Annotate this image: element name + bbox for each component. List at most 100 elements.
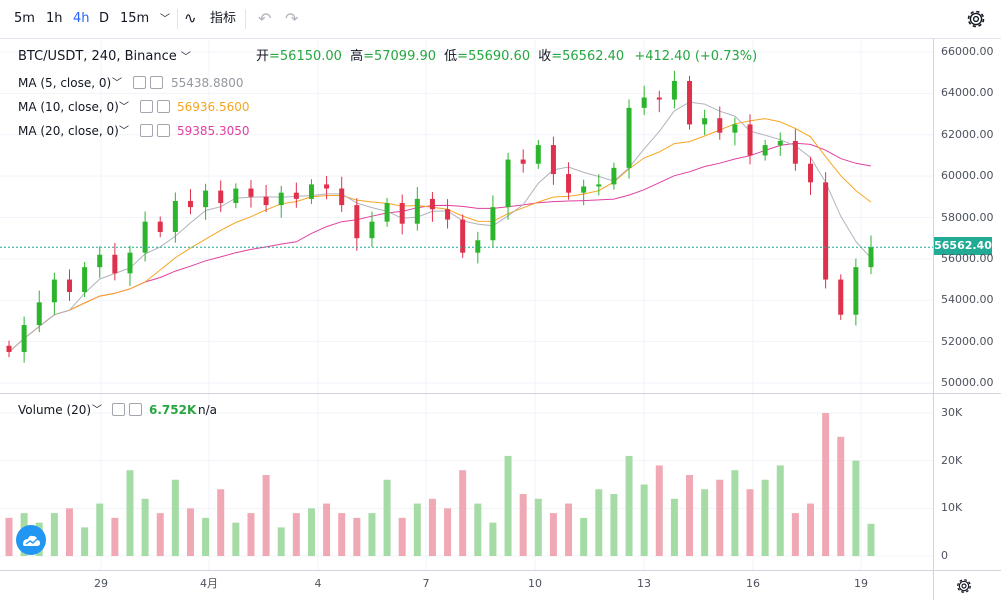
close-icon[interactable] [129, 403, 142, 416]
candle-body [732, 124, 738, 133]
close-icon[interactable] [157, 124, 170, 137]
volume-na: n/a [198, 403, 218, 417]
candle-body [172, 200, 178, 232]
volume-bar [413, 503, 421, 556]
chevron-down-icon[interactable]: ﹀ [119, 126, 129, 137]
volume-bar [686, 474, 694, 556]
volume-bar [398, 517, 406, 556]
volume-bar [444, 508, 452, 556]
time-tick-label: 16 [746, 577, 760, 590]
volume-bar [247, 513, 255, 556]
eye-icon[interactable] [140, 124, 153, 137]
candle-body [581, 186, 587, 193]
chevron-down-icon[interactable]: ﹀ [112, 78, 122, 89]
candle-body [429, 198, 435, 210]
volume-bar [852, 460, 860, 556]
undo-icon[interactable]: ↶ [258, 9, 272, 28]
price-tick-label: 50000.00 [941, 376, 994, 389]
candle-body [687, 80, 693, 125]
volume-bar [368, 513, 376, 556]
indicators-button[interactable]: 指标 [210, 11, 237, 26]
volume-bar [81, 527, 89, 556]
candle-body [868, 247, 874, 268]
volume-bar [791, 513, 799, 556]
top-toolbar: 5m 1h 4h D 15m ﹀ ∿ 指标 ↶ ↷ [0, 0, 1001, 38]
volume-bar [277, 527, 285, 556]
candle-body [82, 267, 88, 292]
indicators-icon[interactable]: ∿ [184, 9, 197, 27]
close-label: 收 [538, 49, 552, 64]
candle-body [520, 159, 526, 164]
volume-bar [867, 523, 875, 556]
interval-d[interactable]: D [99, 11, 110, 26]
volume-bar [701, 489, 709, 556]
volume-bar [111, 517, 119, 556]
candle-body [671, 80, 677, 100]
volume-bar [580, 517, 588, 556]
candle-body [354, 205, 360, 239]
chevron-down-icon[interactable]: ﹀ [180, 52, 191, 63]
symbol-legend[interactable]: BTC/USDT, 240, Binance ﹀ [18, 48, 191, 67]
candle-body [248, 188, 254, 197]
low-label: 低 [444, 49, 458, 64]
volume-bar [761, 479, 769, 556]
interval-1h[interactable]: 1h [46, 11, 63, 26]
candle-body [339, 188, 345, 206]
price-tick-label: 64000.00 [941, 86, 994, 100]
interval-5m[interactable]: 5m [14, 11, 35, 26]
volume-bar [156, 513, 164, 556]
volume-bar [837, 436, 845, 556]
settings-gear-icon[interactable] [954, 576, 974, 596]
open-value: =56150.00 [269, 49, 342, 64]
volume-tick-label: 0 [941, 549, 948, 562]
volume-value: 6.752K [149, 403, 197, 417]
eye-icon[interactable] [133, 76, 146, 89]
gear-icon[interactable] [964, 7, 988, 31]
volume-bar [202, 517, 210, 556]
eye-icon[interactable] [140, 100, 153, 113]
volume-bar [232, 522, 240, 556]
volume-bar [731, 470, 739, 556]
volume-bar [534, 498, 542, 556]
close-icon[interactable] [150, 76, 163, 89]
candle-body [414, 198, 420, 224]
candle-body [263, 196, 269, 206]
candle-body [792, 140, 798, 164]
chevron-down-icon[interactable]: ﹀ [160, 14, 170, 25]
volume-bar [670, 498, 678, 556]
candle-body [6, 345, 12, 352]
volume-bar [822, 413, 830, 556]
candle-body [853, 267, 859, 315]
candle-body [490, 207, 496, 241]
candle-body [808, 163, 814, 183]
chevron-down-icon[interactable]: ﹀ [119, 102, 129, 113]
close-value: =56562.40 [551, 49, 625, 64]
candle-body [535, 145, 541, 164]
candle-body [308, 184, 314, 199]
change-value: +412.40 (+0.73%) [634, 49, 758, 64]
tradingview-logo[interactable] [16, 525, 46, 555]
redo-icon[interactable]: ↷ [285, 9, 299, 28]
close-icon[interactable] [157, 100, 170, 113]
ma5-value: 55438.8800 [171, 76, 244, 90]
candle-body [641, 97, 647, 108]
eye-icon[interactable] [112, 403, 125, 416]
ma5-line [8, 101, 872, 353]
price-tick-label: 54000.00 [941, 293, 994, 307]
candle-body [112, 254, 118, 274]
open-label: 开 [256, 49, 270, 64]
candle-body [203, 190, 209, 208]
time-tick-label: 10 [528, 577, 542, 590]
volume-bar [65, 508, 73, 556]
volume-bar [307, 508, 315, 556]
ma20-value: 59385.3050 [177, 124, 250, 138]
time-tick-label: 7 [422, 577, 430, 590]
volume-bar [459, 470, 467, 556]
interval-15m[interactable]: 15m [120, 11, 150, 26]
interval-4h[interactable]: 4h [73, 11, 90, 26]
volume-bar [171, 479, 179, 556]
chevron-down-icon[interactable]: ﹀ [92, 405, 102, 416]
volume-bar [625, 455, 633, 556]
candle-body [762, 145, 768, 156]
